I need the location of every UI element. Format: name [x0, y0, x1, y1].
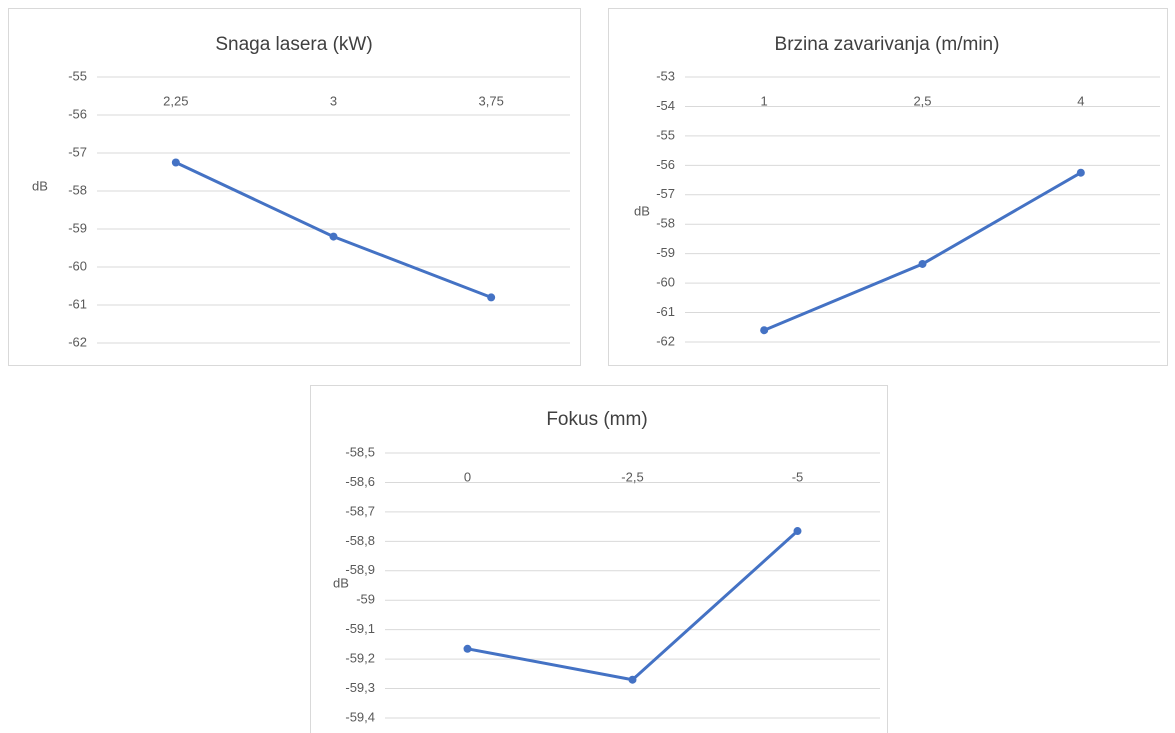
y-tick-label: -59,1: [345, 621, 375, 636]
y-tick-label: -57: [68, 144, 87, 159]
y-tick-label: -59,4: [345, 709, 375, 724]
data-point: [1076, 168, 1085, 177]
chart-title: Fokus (mm): [546, 409, 647, 430]
x-tick-label: 2,5: [913, 93, 931, 108]
data-point: [171, 158, 180, 167]
y-tick-label: -62: [656, 333, 675, 348]
chart-frame: [608, 8, 1168, 366]
x-tick-label: 1: [761, 93, 768, 108]
y-axis-label: dB: [32, 178, 48, 193]
x-tick-label: -5: [792, 469, 804, 484]
y-tick-label: -59,3: [345, 680, 375, 695]
y-tick-label: -58,5: [345, 444, 375, 459]
y-tick-label: -54: [656, 98, 675, 113]
y-axis-label: dB: [634, 203, 650, 218]
x-tick-label: 0: [464, 469, 471, 484]
chart-title: Snaga lasera (kW): [215, 34, 372, 55]
y-tick-label: -58,6: [345, 474, 375, 489]
y-tick-label: -59: [356, 592, 375, 607]
y-tick-label: -60: [68, 258, 87, 273]
data-point: [463, 644, 472, 653]
x-tick-label: -2,5: [621, 469, 643, 484]
data-point: [918, 259, 927, 268]
y-axis-label: dB: [333, 575, 349, 590]
y-tick-label: -56: [656, 157, 675, 172]
y-tick-label: -58,7: [345, 503, 375, 518]
data-point: [329, 232, 338, 241]
data-point: [760, 326, 769, 335]
y-tick-label: -62: [68, 334, 87, 349]
chart-title: Brzina zavarivanja (m/min): [775, 34, 1000, 55]
y-tick-label: -58: [656, 216, 675, 231]
y-tick-label: -53: [656, 68, 675, 83]
x-tick-label: 3,75: [479, 93, 504, 108]
y-tick-label: -60: [656, 275, 675, 290]
data-point: [487, 293, 496, 302]
y-tick-label: -59: [656, 245, 675, 260]
y-tick-label: -58,9: [345, 562, 375, 577]
x-tick-label: 4: [1077, 93, 1084, 108]
y-tick-label: -59,2: [345, 651, 375, 666]
chart-frame: [310, 385, 888, 733]
y-tick-label: -55: [68, 68, 87, 83]
y-tick-label: -56: [68, 106, 87, 121]
data-point: [628, 675, 637, 684]
y-tick-label: -59: [68, 220, 87, 235]
y-tick-label: -58: [68, 182, 87, 197]
y-tick-label: -55: [656, 127, 675, 142]
x-tick-label: 3: [330, 93, 337, 108]
y-tick-label: -61: [68, 296, 87, 311]
y-tick-label: -57: [656, 186, 675, 201]
y-tick-label: -61: [656, 304, 675, 319]
chart-frame: [8, 8, 581, 366]
data-point: [793, 527, 802, 536]
x-tick-label: 2,25: [163, 93, 188, 108]
y-tick-label: -58,8: [345, 533, 375, 548]
